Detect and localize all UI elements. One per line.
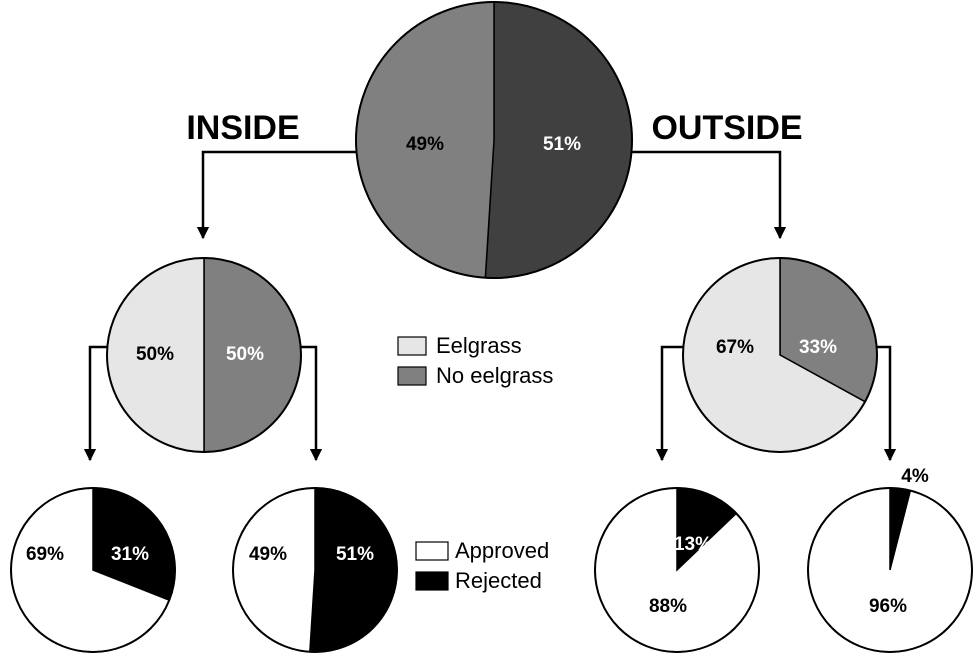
pie-slice — [232, 487, 316, 653]
data-label: 69% — [26, 544, 64, 565]
pie-outline — [106, 257, 302, 453]
legend-label: Rejected — [455, 568, 542, 593]
pie-outline — [355, 1, 633, 279]
data-label: 50% — [136, 344, 174, 365]
pie-outline — [10, 487, 176, 653]
legend-swatch — [397, 366, 427, 386]
data-label: 4% — [901, 466, 929, 487]
legend-swatch — [415, 571, 449, 591]
data-label: 96% — [869, 596, 907, 617]
pie-slice — [309, 487, 398, 653]
arrow — [655, 345, 684, 462]
arrow — [300, 345, 323, 462]
arrows — [83, 150, 897, 462]
data-label: 51% — [336, 544, 374, 565]
legend-label: Approved — [455, 538, 549, 563]
data-label: 49% — [406, 134, 444, 155]
data-label: 51% — [543, 134, 581, 155]
data-label: 67% — [716, 337, 754, 358]
legend-label: Eelgrass — [436, 333, 522, 358]
data-label: 13% — [674, 534, 712, 555]
legend-swatch — [415, 541, 449, 561]
inside-label: INSIDE — [186, 109, 299, 147]
data-label: 33% — [799, 337, 837, 358]
pie-outline — [232, 487, 398, 653]
pie-outline — [594, 487, 760, 653]
arrow — [632, 150, 787, 240]
data-label: 31% — [111, 544, 149, 565]
arrow — [83, 345, 108, 462]
pie-outline — [682, 257, 878, 453]
pie-outline — [807, 487, 973, 653]
legend-label: No eelgrass — [436, 363, 553, 388]
arrow — [876, 345, 897, 462]
data-label: 50% — [226, 344, 264, 365]
outside-label: OUTSIDE — [651, 109, 802, 147]
arrow — [196, 150, 356, 240]
data-label: 49% — [249, 544, 287, 565]
data-label: 88% — [649, 596, 687, 617]
legend-swatch — [397, 336, 427, 356]
